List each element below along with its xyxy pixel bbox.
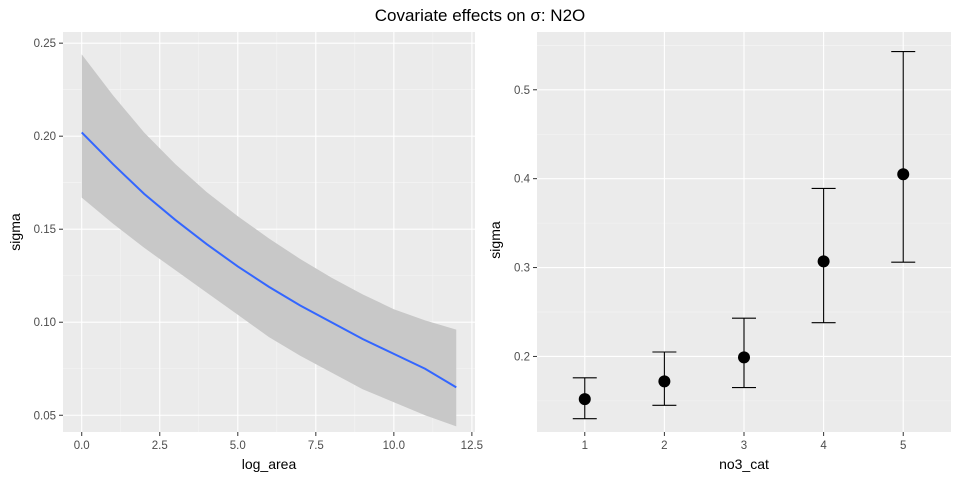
y-tick-label: 0.05 xyxy=(34,410,56,422)
y-tick-label: 0.15 xyxy=(34,224,56,236)
trend-line xyxy=(81,131,457,389)
x-tick-label: 1 xyxy=(582,440,588,452)
x-tick-label: 3 xyxy=(741,440,747,452)
panel-right-x-axis-title: no3_cat xyxy=(719,456,769,472)
data-point-2 xyxy=(658,375,671,388)
data-point-5 xyxy=(897,168,910,181)
data-point-3 xyxy=(738,351,750,364)
x-tick-label: 4 xyxy=(820,440,827,452)
panel-left: 0.0 2.5 5.0 7.5 10.0 12.5 0.05 0.10 0.15 0.20 0.2… xyxy=(7,32,483,472)
y-tick-label: 0.2 xyxy=(514,351,530,363)
x-tick-label: 10.0 xyxy=(383,440,405,452)
points xyxy=(578,168,910,406)
x-tick-label: 2 xyxy=(661,440,667,452)
x-tick-label: 0.0 xyxy=(74,440,90,452)
x-tick-label: 5.0 xyxy=(230,440,246,452)
y-tick-label: 0.4 xyxy=(514,174,531,186)
x-tick-label: 2.5 xyxy=(152,440,168,452)
panel-left-x-axis-title: log_area xyxy=(242,456,297,472)
panel-right: 1 2 3 4 5 0.2 0.3 0.4 0.5 no3_cat sigma xyxy=(487,32,951,472)
y-tick-label: 0.10 xyxy=(34,317,56,329)
panel-left-y-axis-title: sigma xyxy=(7,213,23,251)
x-tick-label: 7.5 xyxy=(308,440,324,452)
y-tick-label: 0.5 xyxy=(514,85,530,97)
confidence-ribbon xyxy=(81,54,457,427)
panel-left-y-axis: 0.05 0.10 0.15 0.20 0.25 xyxy=(34,38,63,422)
x-tick-label: 12.5 xyxy=(461,440,483,452)
y-tick-label: 0.25 xyxy=(34,38,56,50)
panel-right-grid xyxy=(537,32,951,432)
figure-title: Covariate effects on σ: N2O xyxy=(375,6,586,25)
y-tick-label: 0.20 xyxy=(34,131,56,143)
data-point-1 xyxy=(578,393,591,406)
panel-right-y-axis: 0.2 0.3 0.4 0.5 xyxy=(514,85,537,363)
x-tick-label: 5 xyxy=(900,440,906,452)
panel-right-y-axis-title: sigma xyxy=(487,221,503,259)
y-tick-label: 0.3 xyxy=(514,263,530,275)
panel-left-x-axis: 0.0 2.5 5.0 7.5 10.0 12.5 xyxy=(74,432,483,452)
data-point-4 xyxy=(817,255,830,268)
panel-right-x-axis: 1 2 3 4 5 xyxy=(582,432,906,452)
error-bar-5 xyxy=(891,51,916,263)
